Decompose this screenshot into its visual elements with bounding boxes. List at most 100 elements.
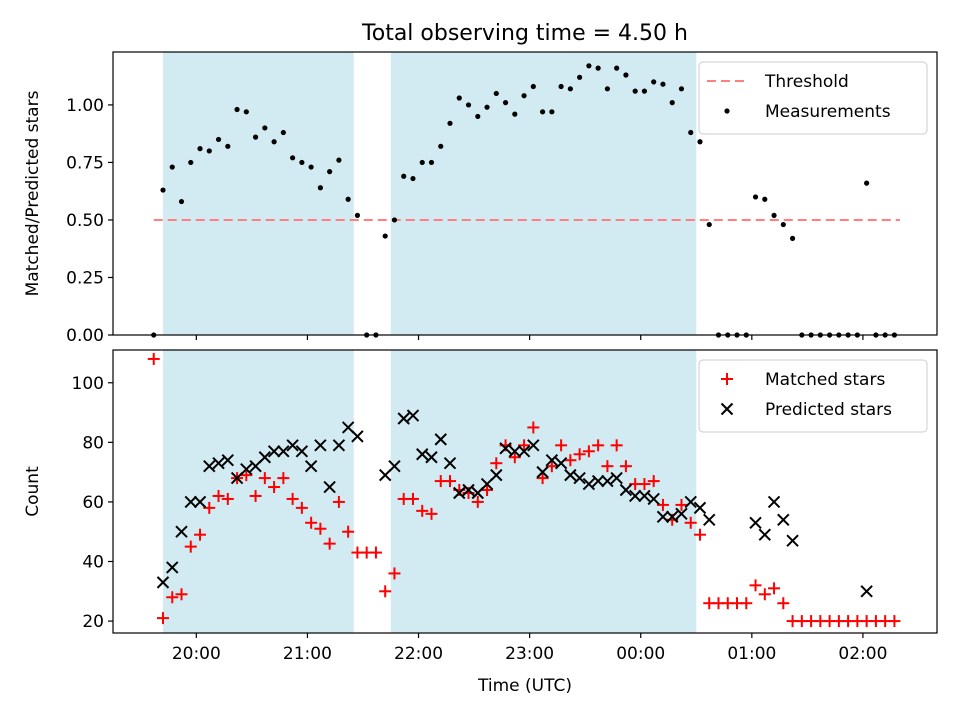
measurement-point [401, 173, 407, 179]
measurement-point [382, 233, 388, 239]
matched-star-marker [536, 472, 549, 485]
measurement-point [641, 88, 648, 94]
matched-star-marker [258, 472, 271, 485]
legend-label: Predicted stars [765, 400, 892, 420]
matched-star-marker [601, 460, 614, 473]
matched-star-marker [240, 469, 253, 482]
measurement-point [225, 143, 231, 149]
predicted-star-marker [767, 495, 781, 509]
predicted-star-marker [304, 459, 318, 473]
predicted-star-marker [323, 480, 336, 494]
measurement-point [262, 125, 268, 131]
legend: Matched stars Predicted stars [698, 359, 928, 433]
measurement-point [188, 159, 194, 166]
measurement-point [336, 157, 342, 163]
predicted-star-marker [453, 486, 466, 500]
observing-window-band [390, 52, 697, 335]
predicted-star-marker [295, 445, 309, 458]
measurement-point [771, 212, 777, 218]
matched-star-marker [749, 579, 762, 592]
matched-star-marker [379, 585, 392, 598]
predicted-star-marker [638, 489, 651, 503]
matched-star-marker [758, 588, 771, 601]
predicted-star-marker [240, 462, 253, 476]
predicted-star-marker [175, 525, 188, 538]
legend-label: Measurements [765, 102, 891, 122]
matched-star-marker [564, 454, 577, 467]
matched-star-marker [675, 498, 688, 511]
matched-star-marker [147, 352, 160, 365]
matched-star-marker [425, 507, 438, 520]
predicted-star-marker [610, 471, 623, 485]
measurement-point [595, 65, 601, 71]
measurement-point [651, 79, 657, 85]
matched-star-marker [490, 457, 503, 470]
predicted-star-marker [267, 445, 281, 458]
predicted-star-marker [193, 495, 207, 509]
measurement-point [567, 86, 573, 92]
x-tick-label: 22:00 [394, 644, 443, 664]
matched-star-marker [221, 492, 234, 505]
predicted-star-marker [184, 495, 197, 509]
matched-star-marker [527, 421, 540, 434]
predicted-star-marker [286, 439, 299, 452]
matched-star-marker [647, 475, 660, 488]
predicted-star-marker [508, 445, 522, 458]
measurement-point [327, 169, 333, 175]
matched-star-marker [693, 528, 706, 541]
matched-star-marker [369, 546, 382, 559]
x-tick-label: 02:00 [838, 644, 887, 664]
measurement-point [614, 65, 620, 71]
predicted-star-marker [675, 507, 688, 521]
matched-star-marker [444, 475, 457, 488]
measurement-point [345, 196, 351, 202]
measurement-point [530, 83, 536, 90]
matched-star-marker [518, 439, 531, 452]
matched-star-marker [212, 489, 225, 502]
measurement-point [428, 159, 435, 166]
matched-star-marker [740, 597, 753, 610]
matched-star-marker [203, 501, 216, 514]
measurement-point [669, 100, 675, 106]
measurement-point [215, 136, 222, 143]
matched-star-marker [184, 540, 197, 553]
y-tick-label: 0.00 [66, 326, 104, 346]
predicted-star-marker [786, 534, 799, 547]
predicted-star-marker [536, 465, 549, 479]
measurement-point [169, 164, 175, 170]
predicted-star-marker [564, 468, 577, 482]
predicted-star-marker [591, 474, 605, 488]
measurement-point [623, 72, 629, 78]
measurement-point [475, 113, 481, 120]
matched-star-marker [314, 522, 327, 535]
predicted-star-marker [545, 454, 559, 467]
measurement-point [632, 88, 638, 94]
measurement-point [178, 198, 185, 205]
measurement-point [456, 95, 462, 101]
predicted-star-marker [693, 501, 707, 515]
predicted-star-marker [397, 412, 410, 425]
y-tick-label: 0.75 [66, 153, 104, 173]
predicted-star-marker [582, 477, 596, 491]
predicted-star-marker [656, 510, 670, 524]
predicted-star-marker [499, 442, 512, 455]
measurement-point [410, 175, 416, 182]
axes-frame [112, 349, 938, 634]
measurement-point [558, 83, 564, 90]
x-tick-label: 20:00 [172, 644, 221, 664]
legend-matched-swatch [721, 373, 733, 385]
figure-title: Total observing time = 4.50 h [361, 21, 688, 46]
predicted-star-marker [517, 445, 531, 458]
matched-star-marker [277, 472, 290, 485]
axes-frame [112, 51, 938, 336]
predicted-star-marker [527, 439, 540, 452]
matched-star-marker [406, 492, 419, 505]
predicted-star-marker [684, 495, 697, 509]
measurement-point [864, 180, 870, 186]
measurement-point [280, 129, 286, 136]
matched-star-marker [286, 492, 299, 505]
matched-star-marker [545, 460, 558, 473]
x-tick-label: 00:00 [616, 644, 665, 664]
observing-window-band [162, 52, 354, 335]
predicted-star-marker [777, 513, 790, 527]
